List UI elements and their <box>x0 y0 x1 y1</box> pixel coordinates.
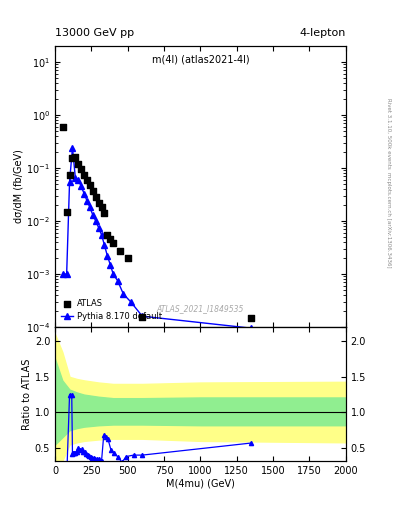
Pythia 8.170 default <box>102 242 107 248</box>
ATLAS <box>125 254 131 262</box>
Y-axis label: dσ/dM (fb/GeV): dσ/dM (fb/GeV) <box>13 150 23 223</box>
Pythia 8.170 default <box>96 225 101 231</box>
Text: 4-lepton: 4-lepton <box>299 28 346 38</box>
Pythia 8.170 default <box>249 325 254 331</box>
ATLAS <box>69 154 75 162</box>
ATLAS <box>117 247 123 255</box>
ATLAS <box>75 160 81 168</box>
Pythia 8.170 default <box>61 271 65 277</box>
ATLAS <box>64 207 70 216</box>
Pythia 8.170 default <box>82 190 86 197</box>
ATLAS <box>90 187 96 195</box>
ATLAS <box>101 209 108 218</box>
ATLAS <box>248 314 255 323</box>
ATLAS <box>66 170 73 179</box>
Pythia 8.170 default <box>73 175 78 181</box>
Pythia 8.170 default <box>67 179 72 185</box>
Text: ATLAS_2021_I1849535: ATLAS_2021_I1849535 <box>157 304 244 313</box>
Pythia 8.170 default <box>94 218 98 224</box>
Pythia 8.170 default <box>128 298 133 305</box>
ATLAS <box>95 199 102 207</box>
Pythia 8.170 default <box>105 253 110 259</box>
ATLAS <box>110 239 116 247</box>
Text: mcplots.cern.ch [arXiv:1306.3436]: mcplots.cern.ch [arXiv:1306.3436] <box>386 173 391 268</box>
Pythia 8.170 default <box>88 204 92 210</box>
Pythia 8.170 default <box>108 262 113 268</box>
Pythia 8.170 default <box>115 278 120 284</box>
ATLAS <box>84 176 90 184</box>
Pythia 8.170 default <box>90 212 95 218</box>
Text: 13000 GeV pp: 13000 GeV pp <box>55 28 134 38</box>
ATLAS <box>60 123 66 131</box>
X-axis label: M(4mu) (GeV): M(4mu) (GeV) <box>166 478 235 488</box>
ATLAS <box>78 165 84 173</box>
Pythia 8.170 default <box>99 232 104 238</box>
Pythia 8.170 default <box>76 177 81 183</box>
Text: Rivet 3.1.10, 500k events: Rivet 3.1.10, 500k events <box>386 98 391 168</box>
Y-axis label: Ratio to ATLAS: Ratio to ATLAS <box>22 358 32 430</box>
Pythia 8.170 default <box>111 271 116 277</box>
ATLAS <box>72 153 79 161</box>
Pythia 8.170 default <box>70 145 75 151</box>
Pythia 8.170 default <box>140 313 145 319</box>
ATLAS <box>139 313 145 321</box>
Pythia 8.170 default <box>64 271 69 277</box>
Pythia 8.170 default <box>121 291 126 297</box>
Pythia 8.170 default <box>79 183 84 189</box>
Pythia 8.170 default <box>84 198 89 204</box>
ATLAS <box>93 193 99 201</box>
ATLAS <box>107 236 114 244</box>
Legend: ATLAS, Pythia 8.170 default: ATLAS, Pythia 8.170 default <box>59 297 163 323</box>
Text: m(4l) (atlas2021-4l): m(4l) (atlas2021-4l) <box>152 54 249 65</box>
ATLAS <box>104 231 110 239</box>
ATLAS <box>98 203 105 211</box>
ATLAS <box>81 170 87 179</box>
Line: Pythia 8.170 default: Pythia 8.170 default <box>60 145 254 331</box>
ATLAS <box>87 181 93 189</box>
